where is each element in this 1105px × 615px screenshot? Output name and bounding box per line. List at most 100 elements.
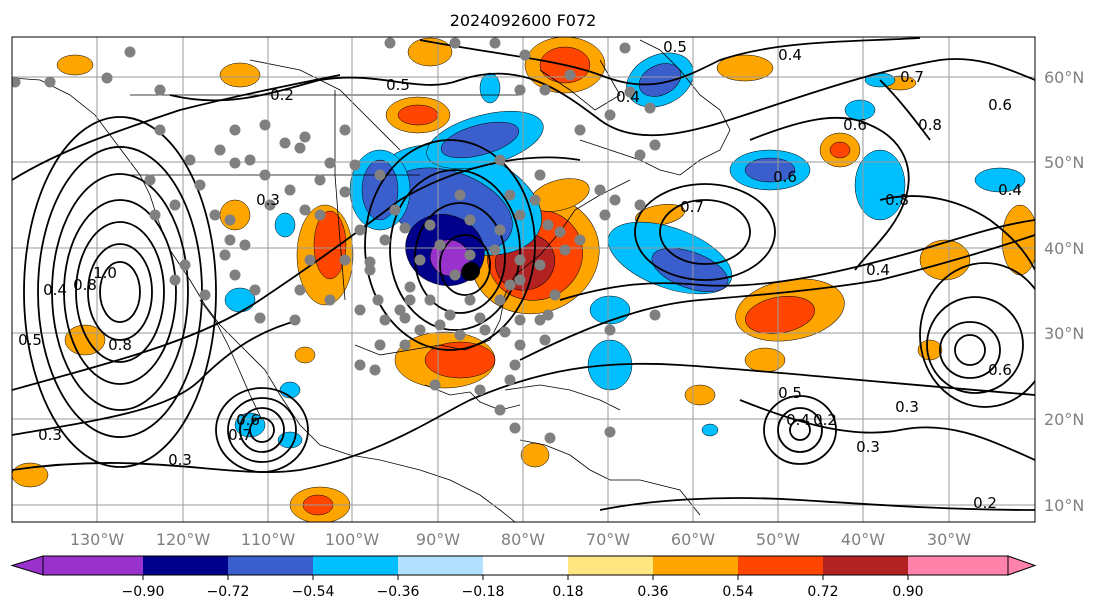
station-marker xyxy=(144,174,156,186)
station-marker xyxy=(199,289,211,301)
low-center-marker xyxy=(462,262,480,280)
anomaly-patch xyxy=(440,121,520,159)
contour-label: 0.6 xyxy=(236,411,260,429)
station-marker xyxy=(564,69,576,81)
longitude-label: 110°W xyxy=(241,530,296,549)
station-marker xyxy=(544,432,556,444)
station-marker xyxy=(454,189,466,201)
anomaly-patch xyxy=(844,99,876,121)
longitude-label: 40°W xyxy=(841,530,885,549)
anomaly-patch xyxy=(219,199,251,231)
station-marker xyxy=(314,174,326,186)
station-marker xyxy=(499,326,511,338)
station-marker xyxy=(254,312,266,324)
station-marker xyxy=(624,86,636,98)
coastline xyxy=(504,384,621,411)
station-marker xyxy=(244,154,256,166)
station-marker xyxy=(514,314,526,326)
contour-label: 0.2 xyxy=(813,411,837,429)
longitude-label: 90°W xyxy=(416,530,460,549)
station-marker xyxy=(369,364,381,376)
contour-line xyxy=(23,116,217,468)
contour-line xyxy=(559,219,1035,301)
contour-label: 0.8 xyxy=(885,191,909,209)
latitude-label: 60°N xyxy=(1044,68,1084,87)
contour-label: 0.5 xyxy=(386,76,410,94)
colorbar-tick-label: −0.54 xyxy=(292,584,335,600)
contour-label: 0.4 xyxy=(786,411,810,429)
station-marker xyxy=(399,222,411,234)
colorbar-segment xyxy=(43,556,143,575)
station-marker xyxy=(194,179,206,191)
station-marker xyxy=(609,194,621,206)
latitude-label: 20°N xyxy=(1044,410,1084,429)
station-marker xyxy=(394,304,406,316)
contour-label: 1.0 xyxy=(93,264,117,282)
contour-label: 0.7 xyxy=(228,426,252,444)
contour-label: 0.7 xyxy=(900,68,924,86)
map-panel: 0.20.50.40.50.70.60.80.60.40.60.7 0.80.40… xyxy=(11,36,1036,523)
station-marker xyxy=(599,209,611,221)
anomaly-patch xyxy=(854,149,906,221)
longitude-label: 120°W xyxy=(156,530,211,549)
station-marker xyxy=(239,239,251,251)
station-marker xyxy=(424,219,436,231)
contour-label: 0.6 xyxy=(988,96,1012,114)
contour-label: 0.4 xyxy=(778,46,802,64)
colorbar-tick-label: 0.90 xyxy=(892,584,923,600)
coastline xyxy=(334,90,346,301)
colorbar-tick-label: 0.18 xyxy=(552,584,583,600)
station-marker xyxy=(259,119,271,131)
longitude-label: 50°W xyxy=(756,530,800,549)
station-marker xyxy=(414,254,426,266)
contour-label: 0.6 xyxy=(988,361,1012,379)
colorbar-tick-label: −0.72 xyxy=(207,584,250,600)
station-marker xyxy=(289,314,301,326)
contour-line xyxy=(879,79,931,141)
contour-line xyxy=(249,417,275,443)
contour-line xyxy=(169,58,1035,137)
contour-line xyxy=(414,202,506,314)
station-marker xyxy=(489,37,501,49)
colorbar-segment xyxy=(398,556,483,575)
coastline xyxy=(249,59,401,151)
station-marker xyxy=(339,254,351,266)
colorbar-segment xyxy=(143,556,228,575)
station-marker xyxy=(549,289,561,301)
contour-label: 0.4 xyxy=(866,261,890,279)
contour-line xyxy=(12,156,581,391)
station-marker xyxy=(529,194,541,206)
station-marker xyxy=(229,269,241,281)
anomaly-patch xyxy=(744,157,796,183)
latitude-label: 50°N xyxy=(1044,153,1084,172)
colorbar-segment xyxy=(483,556,568,575)
colorbar-segment xyxy=(908,556,1008,575)
station-marker xyxy=(444,309,456,321)
station-marker xyxy=(379,314,391,326)
contour-label: 0.8 xyxy=(918,116,942,134)
station-marker xyxy=(504,189,516,201)
station-marker xyxy=(604,109,616,121)
station-marker xyxy=(454,329,466,341)
station-marker xyxy=(264,199,276,211)
contour-label: 0.8 xyxy=(108,336,132,354)
coastline xyxy=(130,94,520,176)
station-marker xyxy=(354,224,366,236)
station-marker xyxy=(434,319,446,331)
station-marker xyxy=(424,294,436,306)
contour-lines xyxy=(12,37,1035,511)
colorbar-segment xyxy=(568,556,653,575)
longitude-label: 60°W xyxy=(671,530,715,549)
contour-label: 0.3 xyxy=(256,191,280,209)
station-marker xyxy=(494,404,506,416)
contour-line xyxy=(919,262,1035,408)
colorbar-extend-high xyxy=(1007,555,1037,576)
contour-line xyxy=(879,195,1035,271)
longitude-label: 130°W xyxy=(70,530,125,549)
anomaly-patch xyxy=(313,210,347,280)
station-marker xyxy=(414,324,426,336)
contour-labels: 0.20.50.40.50.70.60.80.60.40.60.7 0.80.40… xyxy=(18,38,1022,512)
anomaly-patch xyxy=(407,37,453,67)
station-marker xyxy=(534,169,546,181)
station-marker xyxy=(479,324,491,336)
